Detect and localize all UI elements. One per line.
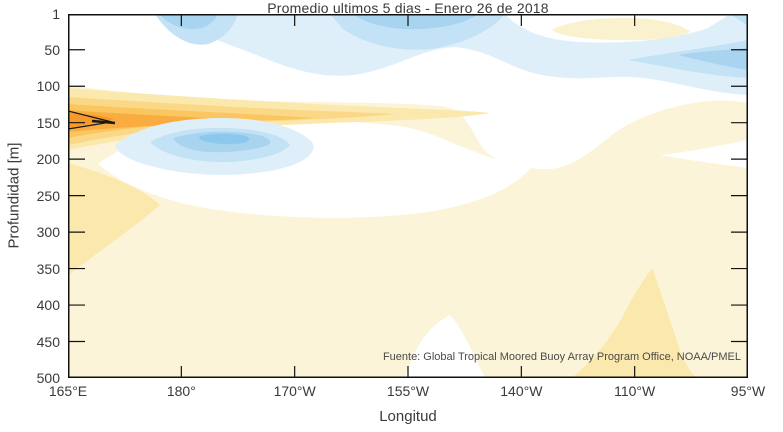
contour-plot — [68, 14, 748, 378]
x-tick-label: 95°W — [730, 383, 766, 399]
y-tick-label: 150 — [36, 114, 60, 131]
x-tick-label: 170°W — [273, 383, 316, 399]
white-right-wedge — [660, 140, 748, 168]
x-axis-label: Longitud — [379, 408, 437, 425]
y-tick-label: 50 — [44, 41, 60, 58]
y-tick-label: 1 — [52, 6, 60, 22]
y-tick-label: 200 — [36, 151, 60, 168]
y-tick-label: 300 — [36, 224, 60, 241]
surface-blue-level2-east — [628, 40, 748, 78]
surface-blue-level2-corner — [730, 14, 748, 26]
y-tick-label: 100 — [36, 78, 60, 95]
surface-yellow-lens — [552, 17, 690, 41]
contour-positive-level2-left-wedge — [68, 163, 160, 275]
tongue-core-contour-line — [68, 110, 113, 130]
y-tick-label: 250 — [36, 187, 60, 204]
plot-frame — [68, 14, 748, 378]
tongue-core — [68, 113, 115, 128]
x-tick-label: 180° — [166, 383, 196, 399]
tongue-level5 — [68, 110, 255, 132]
y-tick-label: 500 — [36, 370, 60, 386]
axis-ticks — [68, 14, 748, 378]
y-tick-label: 450 — [36, 333, 60, 350]
source-note: Fuente: Global Tropical Moored Buoy Arra… — [382, 351, 741, 363]
x-tick-label: 140°W — [500, 383, 543, 399]
white-bottom-notch — [405, 315, 485, 378]
y-tick-label: 400 — [36, 297, 60, 314]
surface-blue-level3-east — [678, 48, 748, 70]
x-tick-label: 165°E — [48, 383, 88, 399]
lens-blue-core — [199, 133, 250, 145]
tongue-core-contour-dash — [91, 119, 116, 125]
surface-blue-level1 — [153, 14, 748, 95]
x-tick-label: 155°W — [386, 383, 430, 399]
surface-blue-level3-west — [160, 14, 218, 30]
y-tick-label: 350 — [36, 260, 60, 277]
chart-title: Promedio ultimos 5 dias - Enero 26 de 20… — [267, 0, 549, 16]
contour-positive-level2-triangle — [572, 268, 698, 378]
x-tick-label: 110°W — [614, 383, 656, 399]
surface-blue-level3-center — [353, 14, 478, 30]
